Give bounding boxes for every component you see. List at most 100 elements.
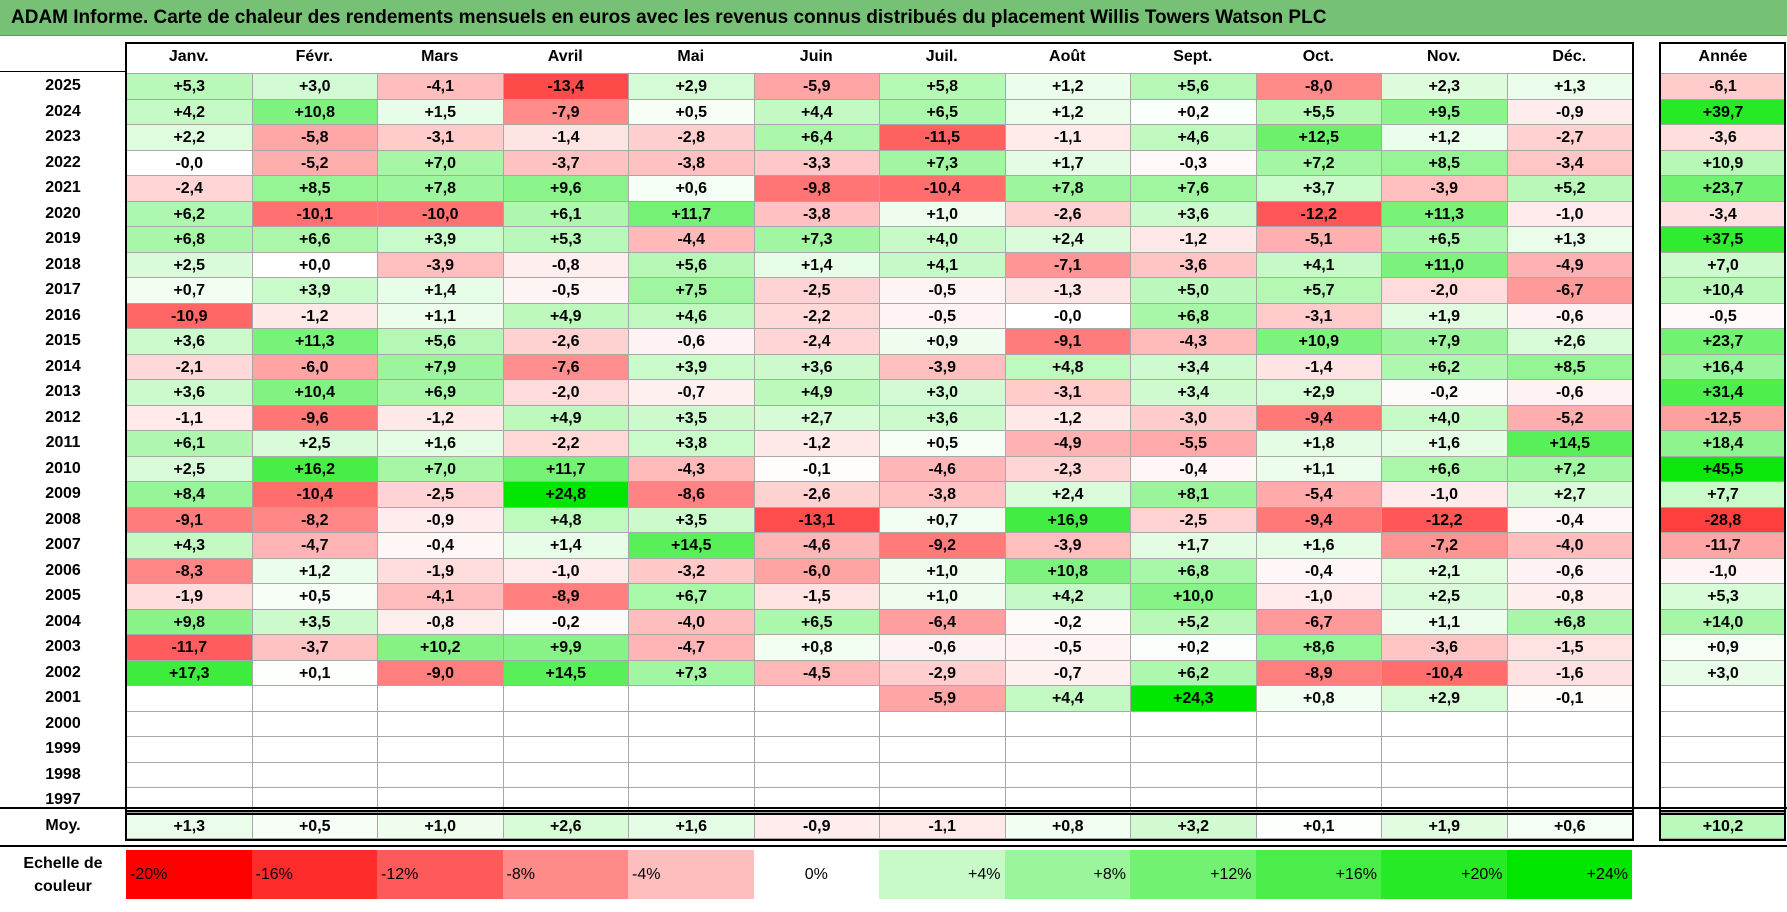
year-label: 2022: [45, 153, 81, 171]
heatmap-cell: -2,5: [753, 277, 880, 304]
heatmap-cell: -4,9: [1004, 430, 1131, 457]
heatmap-cell: -4,7: [628, 634, 755, 661]
heatmap-cell: +2,7: [1506, 481, 1633, 508]
heatmap-cell: +5,7: [1255, 277, 1382, 304]
average-cell: +0,5: [251, 812, 378, 839]
scale-swatch: 0%: [753, 850, 879, 899]
heatmap-cell: +1,7: [1130, 532, 1257, 559]
heatmap-cell: -0,8: [1506, 583, 1633, 610]
heatmap-cell: [753, 710, 880, 737]
heatmap-cell: +3,5: [251, 608, 378, 635]
heatmap-cell: +3,6: [126, 379, 253, 406]
annual-cell: +16,4: [1660, 353, 1786, 380]
scale-swatch: -4%: [628, 850, 754, 899]
heatmap-cell: [251, 685, 378, 712]
heatmap-cell: -3,2: [628, 557, 755, 584]
heatmap-cell: +6,2: [1130, 659, 1257, 686]
month-header: Août: [1049, 48, 1086, 65]
heatmap-cell: +5,6: [1130, 73, 1257, 100]
heatmap-cell: +0,1: [251, 659, 378, 686]
annual-cell: +5,3: [1660, 583, 1786, 610]
heatmap-cell: -3,1: [1255, 302, 1382, 329]
heatmap-cell: -0,8: [502, 251, 629, 278]
heatmap-cell: [1506, 761, 1633, 788]
heatmap-cell: -1,1: [1004, 124, 1131, 151]
heatmap-cell: [377, 685, 504, 712]
heatmap-cell: -8,0: [1255, 73, 1382, 100]
heatmap-cell: -0,7: [1004, 659, 1131, 686]
year-label: 2013: [45, 383, 81, 400]
heatmap-cell: [628, 787, 755, 814]
heatmap-cell: +14,5: [502, 659, 629, 686]
heatmap-cell: [628, 761, 755, 788]
year-label: 2002: [45, 663, 81, 681]
heatmap-cell: +3,4: [1130, 353, 1257, 380]
heatmap-cell: +16,9: [1004, 506, 1131, 533]
heatmap-cell: +0,8: [1255, 685, 1382, 712]
year-label: 2018: [45, 255, 81, 273]
heatmap-cell: +0,5: [879, 430, 1006, 457]
heatmap-cell: +5,8: [879, 73, 1006, 100]
heatmap-cell: -1,0: [1255, 583, 1382, 610]
heatmap-cell: +7,8: [377, 175, 504, 202]
annual-cell: +14,0: [1660, 608, 1786, 635]
heatmap-cell: +10,2: [377, 634, 504, 661]
heatmap-cell: -5,8: [251, 124, 378, 151]
heatmap-cell: -10,9: [126, 302, 253, 329]
heatmap-cell: -1,2: [753, 430, 880, 457]
heatmap-cell: [502, 685, 629, 712]
heatmap-cell: -9,4: [1255, 404, 1382, 431]
heatmap-cell: -0,0: [1004, 302, 1131, 329]
heatmap-cell: +5,3: [126, 73, 253, 100]
year-label: 2014: [45, 357, 81, 375]
scale-swatch: +12%: [1130, 850, 1256, 899]
year-label: 2021: [45, 179, 81, 196]
heatmap-cell: [1255, 736, 1382, 763]
year-label: 2003: [45, 638, 81, 655]
heatmap-cell: [1506, 736, 1633, 763]
month-header: Juil.: [925, 48, 958, 65]
heatmap-cell: -2,1: [126, 353, 253, 380]
heatmap-cell: +11,0: [1381, 251, 1508, 278]
annual-cell: +37,5: [1660, 226, 1786, 253]
chart-title: ADAM Informe. Carte de chaleur des rende…: [11, 7, 1327, 28]
heatmap-cell: +0,7: [126, 277, 253, 304]
annual-cell: -1,0: [1660, 557, 1786, 584]
heatmap-cell: -9,2: [879, 532, 1006, 559]
heatmap-cell: +0,2: [1130, 634, 1257, 661]
heatmap-cell: +4,1: [879, 251, 1006, 278]
scale-swatch: -20%: [126, 850, 252, 899]
heatmap-cell: [502, 736, 629, 763]
heatmap-cell: +5,6: [628, 251, 755, 278]
heatmap-cell: [1381, 710, 1508, 737]
heatmap-cell: -4,9: [1506, 251, 1633, 278]
average-cell: +3,2: [1130, 812, 1257, 839]
heatmap-cell: +3,6: [753, 353, 880, 380]
year-label: 2015: [45, 332, 81, 349]
heatmap-cell: +2,5: [126, 455, 253, 482]
average-cell: +0,1: [1255, 812, 1382, 839]
heatmap-cell: -0,4: [377, 532, 504, 559]
heatmap-cell: +0,5: [251, 583, 378, 610]
heatmap-cell: +4,9: [502, 404, 629, 431]
heatmap-cell: +7,6: [1130, 175, 1257, 202]
annual-cell: -0,5: [1660, 302, 1786, 329]
heatmap-cell: -1,3: [1004, 277, 1131, 304]
heatmap-cell: +7,0: [377, 455, 504, 482]
heatmap-cell: [126, 710, 253, 737]
heatmap-cell: +1,3: [1506, 226, 1633, 253]
year-label: 2007: [45, 536, 81, 553]
year-label: 1998: [45, 765, 81, 783]
heatmap-cell: -0,6: [628, 328, 755, 355]
heatmap-cell: +1,2: [251, 557, 378, 584]
heatmap-cell: +6,8: [1130, 302, 1257, 329]
heatmap-cell: +6,8: [126, 226, 253, 253]
heatmap-cell: -11,5: [879, 124, 1006, 151]
heatmap-cell: -6,0: [251, 353, 378, 380]
annual-cell: -3,4: [1660, 200, 1786, 227]
heatmap-cell: +2,7: [753, 404, 880, 431]
average-cell: +0,6: [1506, 812, 1633, 839]
heatmap-cell: +1,1: [1255, 455, 1382, 482]
heatmap-cell: -2,6: [502, 328, 629, 355]
heatmap-cell: -0,2: [1381, 379, 1508, 406]
